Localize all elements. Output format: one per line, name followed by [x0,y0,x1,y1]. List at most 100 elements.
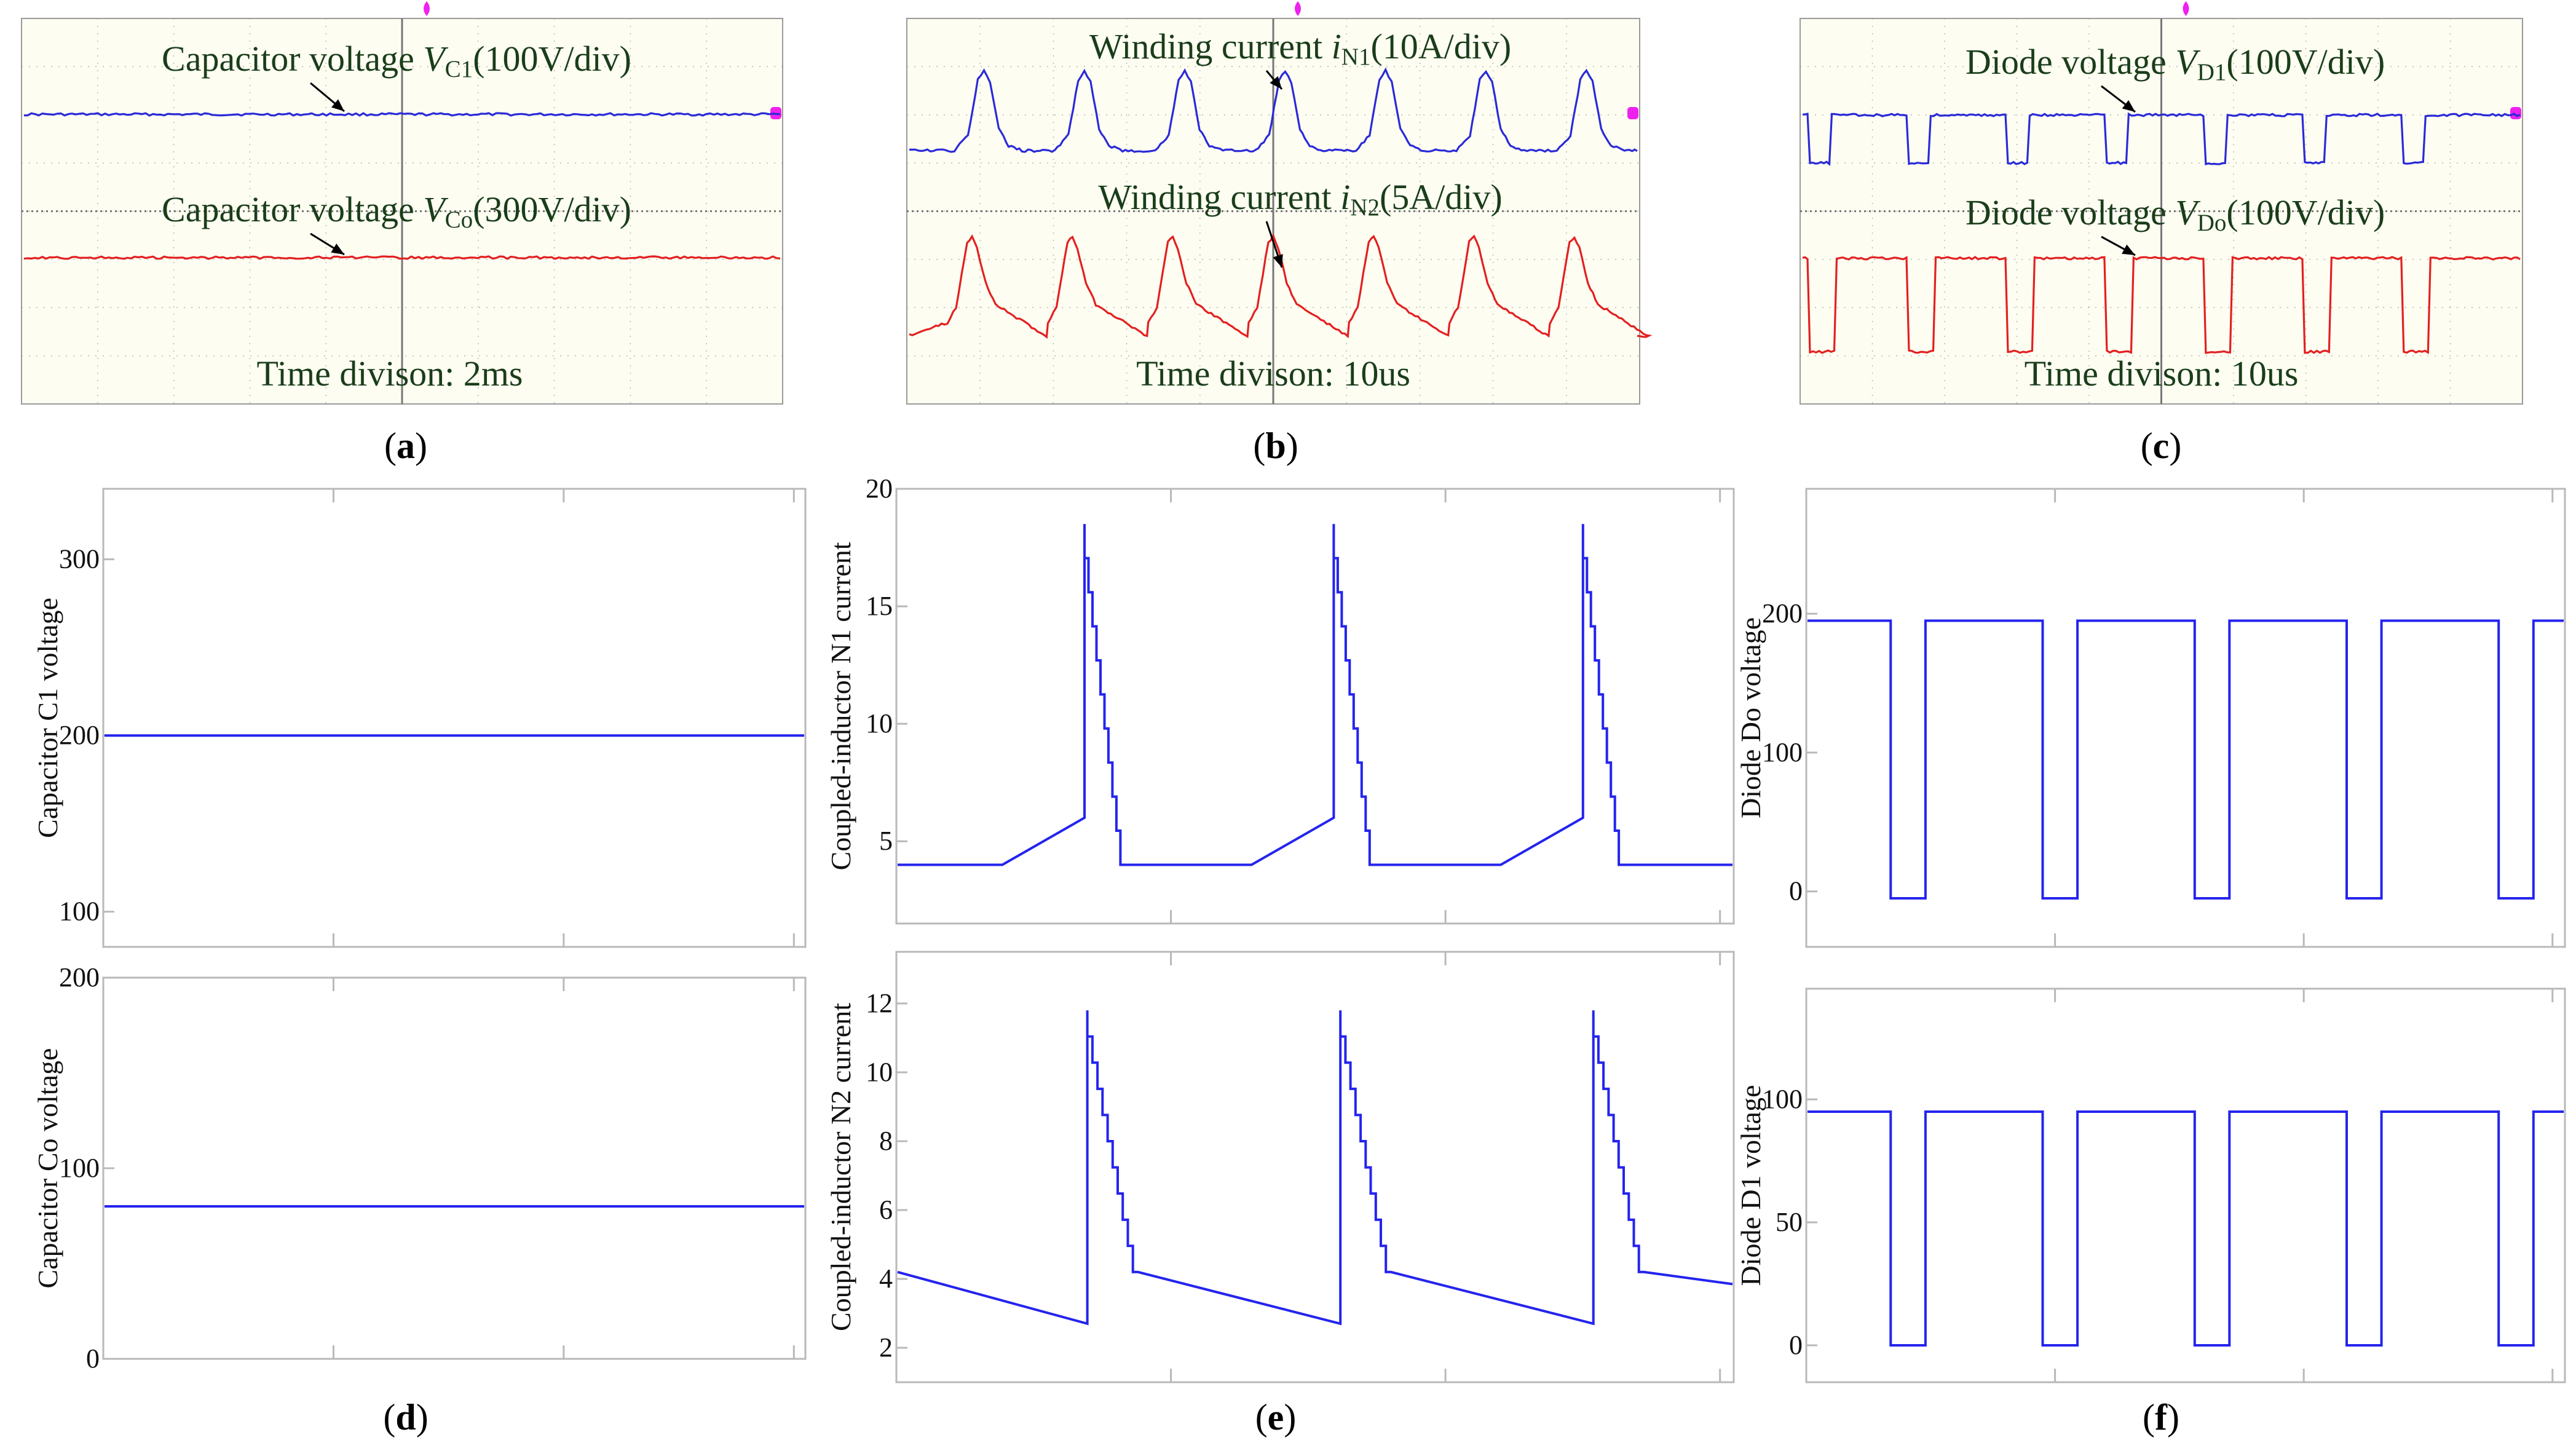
y-axis-label: Capacitor C1 voltage [32,598,63,838]
annotation-subscript: C1 [445,56,473,82]
annotation-scale: (100V/div) [2226,42,2385,82]
panel-label-c: (c) [2141,425,2182,466]
annotation-symbol: i [1340,177,1350,217]
y-tick-label: 0 [1789,1330,1803,1360]
series-line [1808,1110,2564,1347]
annotation-scale: (100V/div) [473,39,631,79]
y-tick-label: 200 [59,720,100,750]
panel-label-close: ) [415,425,427,466]
annotation-scale: (100V/div) [2226,192,2385,232]
waveform-n1 [909,67,1638,153]
sim-panel-e: 5 10 15 20 Coupled-inductor N1 current 2 4 6 8 10… [825,473,1735,1383]
panel-label-open: ( [383,1397,395,1438]
series-annotation: Diode voltage VDo(100V/div) [1966,192,2385,236]
y-tick-label: 100 [1762,737,1803,767]
sim-plot: 5 10 15 20 Coupled-inductor N1 current [825,473,1735,925]
annotation-symbol: i [1332,26,1341,66]
annotation-arrowhead [331,243,344,255]
panel-label-close: ) [2169,425,2181,466]
annotation-subscript: Co [445,207,473,233]
y-axis-label: Coupled-inductor N1 current [825,542,856,870]
panel-label-close: ) [1284,1397,1296,1438]
panel-label-f: (f) [2143,1397,2179,1438]
scope-panel-c: Diode voltage VD1(100V/div)Diode voltage… [1800,1,2523,405]
panel-label-letter: c [2153,425,2170,466]
series-annotation: Winding current iN1(10A/div) [1089,26,1511,70]
annotation-subscript: N2 [1350,194,1380,221]
y-tick-label: 0 [86,1343,100,1374]
waveform-d1 [1802,112,2521,167]
panel-label-open: ( [2143,1397,2155,1438]
annotation-name: Winding current [1089,26,1332,66]
annotation-symbol: V [423,189,449,229]
trigger-marker [2183,1,2189,16]
y-tick-label: 2 [879,1332,893,1363]
trigger-marker [1295,1,1301,16]
y-tick-label: 300 [59,544,100,574]
annotation-symbol: V [423,39,449,79]
sim-plot: 2 4 6 8 10 12 Coupled-inductor N2 current [825,951,1735,1383]
y-tick-label: 4 [879,1264,893,1294]
series-line [898,524,1732,866]
scope-panel-b: Winding current iN1(10A/div)Winding curr… [906,1,1653,405]
panel-label-e: (e) [1255,1397,1297,1438]
panel-label-close: ) [2167,1397,2179,1438]
y-tick-label: 5 [879,826,893,856]
y-tick-label: 100 [59,1153,100,1183]
plot-frame [1805,488,2566,948]
panel-label-open: ( [2141,425,2153,466]
panel-label-close: ) [1286,425,1298,466]
y-tick-label: 100 [59,896,100,927]
time-division-label: Time divison: 10us [1136,354,1410,394]
y-tick-label: 200 [59,962,100,992]
sim-panel-d: 100 200 300 Capacitor C1 voltage 0 100 200 Capa… [32,488,807,1374]
annotation-scale: (10A/div) [1370,26,1511,66]
panel-label-open: ( [1255,1397,1268,1438]
plot-frame [1805,987,2566,1383]
trigger-marker [424,1,430,16]
panel-label-letter: f [2155,1397,2168,1438]
y-tick-label: 10 [866,708,893,738]
annotation-subscript: N1 [1341,44,1371,70]
annotation-symbol: V [2175,192,2201,232]
y-axis-label: Diode Do voltage [1735,617,1766,818]
y-tick-label: 0 [1789,876,1803,906]
panel-label-a: (a) [384,425,427,466]
sim-plot: 0 100 200 Capacitor Co voltage [32,962,807,1374]
plot-frame [102,976,807,1360]
annotation-scale: (5A/div) [1380,177,1503,217]
annotation-name: Diode voltage [1966,42,2175,82]
annotation-name: Capacitor voltage [162,39,423,79]
annotation-scale: (300V/div) [473,189,631,229]
y-axis-label: Capacitor Co voltage [32,1048,63,1289]
annotation-arrowhead [331,99,344,111]
panel-label-letter: b [1265,425,1286,466]
level-marker [2510,107,2521,119]
level-marker [1627,107,1638,119]
series-annotation: Diode voltage VD1(100V/div) [1966,42,2385,85]
plot-frame [895,488,1735,925]
scope-panel-a: Capacitor voltage VC1(100V/div)Capacitor… [21,1,783,405]
y-tick-label: 10 [866,1057,893,1087]
y-tick-label: 15 [866,591,893,621]
annotation-arrowhead [2122,100,2135,112]
time-division-label: Time divison: 2ms [257,354,523,394]
panel-label-d: (d) [383,1397,428,1438]
annotation-arrowhead [1270,76,1282,89]
sim-plot: 100 200 300 Capacitor C1 voltage [32,488,807,948]
annotation-name: Winding current [1098,177,1340,217]
annotation-arrowhead [2122,244,2135,255]
annotation-name: Capacitor voltage [162,189,423,229]
annotation-symbol: V [2175,42,2201,82]
y-tick-label: 6 [879,1195,893,1225]
series-line [1808,619,2564,900]
y-tick-label: 12 [866,988,893,1018]
panel-label-close: ) [416,1397,429,1438]
y-axis-label: Diode D1 voltage [1735,1085,1766,1286]
y-tick-label: 8 [879,1126,893,1156]
series-annotation: Winding current iN2(5A/div) [1098,177,1502,221]
annotation-subscript: Do [2197,210,2227,236]
